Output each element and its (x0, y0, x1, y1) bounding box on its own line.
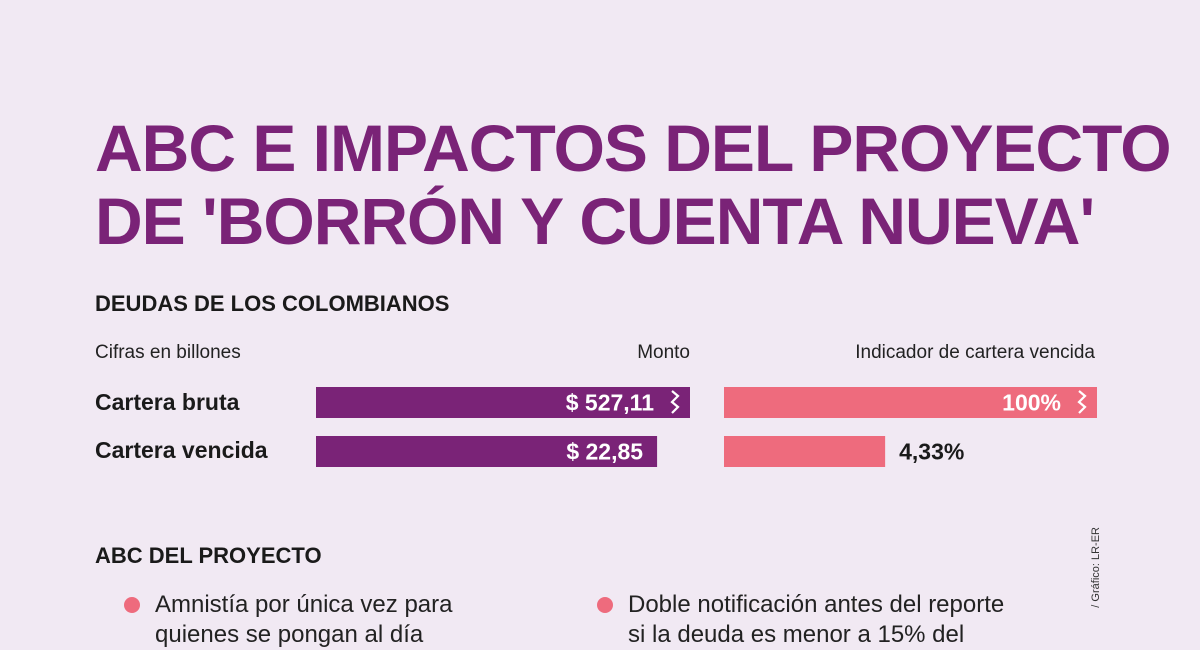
abc-item-1-line-1: Amnistía por única vez para (155, 591, 453, 618)
abc-item-1-line-2: quienes se pongan al día (155, 621, 424, 648)
title-line-2: DE 'BORRÓN Y CUENTA NUEVA' (95, 184, 1095, 258)
bullet-dot-icon (597, 597, 613, 613)
data-label-indicador-cartera-bruta: 100% (1002, 390, 1061, 416)
data-label-monto-cartera-vencida: $ 22,85 (566, 439, 643, 465)
column-label-indicador: Indicador de cartera vencida (855, 342, 1095, 363)
data-label-monto-cartera-bruta: $ 527,11 (566, 390, 654, 416)
debts-heading: DEUDAS DE LOS COLOMBIANOS (95, 291, 450, 316)
bar-monto-cartera-bruta (316, 387, 690, 418)
graphic-credit: / Gráfico: LR-ER (1090, 527, 1102, 608)
bullet-dot-icon (124, 597, 140, 613)
abc-item-2: Doble notificación antes del reporte si … (628, 590, 1004, 650)
debts-bar-chart: $ 527,11 $ 22,85 100% 4,33% (316, 387, 1097, 467)
abc-item-2-line-2: si la deuda es menor a 15% del (628, 621, 965, 648)
abc-item-2-line-1: Doble notificación antes del reporte (628, 591, 1005, 618)
bar-monto-cartera-vencida (316, 436, 658, 467)
units-note: Cifras en billones (95, 342, 241, 363)
abc-heading: ABC DEL PROYECTO (95, 543, 322, 568)
abc-item-1: Amnistía por única vez para quienes se p… (155, 590, 452, 650)
bar-indicador-cartera-bruta (724, 387, 1097, 418)
page-title: ABC E IMPACTOS DEL PROYECTO DE 'BORRÓN Y… (95, 111, 1172, 258)
category-label-cartera-bruta: Cartera bruta (95, 389, 240, 415)
column-label-monto: Monto (637, 342, 690, 363)
category-label-cartera-vencida: Cartera vencida (95, 437, 268, 463)
bar-indicador-cartera-vencida (724, 436, 886, 467)
data-label-indicador-cartera-vencida: 4,33% (899, 439, 964, 465)
axis-break-icon (670, 390, 680, 414)
axis-break-icon (1077, 390, 1087, 414)
title-line-1: ABC E IMPACTOS DEL PROYECTO (95, 111, 1172, 185)
